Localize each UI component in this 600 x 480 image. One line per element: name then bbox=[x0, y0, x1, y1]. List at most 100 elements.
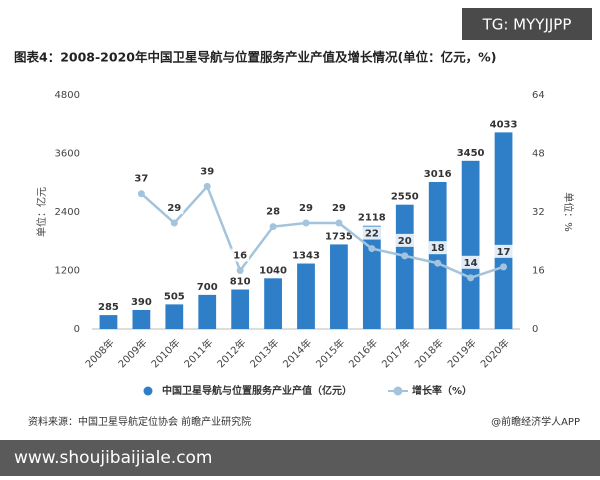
bar bbox=[165, 304, 184, 329]
bar bbox=[198, 294, 217, 329]
point-label-bg bbox=[297, 200, 315, 214]
legend-marker bbox=[143, 386, 153, 396]
point-label-bg bbox=[198, 164, 217, 178]
point-label-bg bbox=[428, 241, 447, 255]
x-tick-label: 2011年 bbox=[181, 336, 215, 370]
line-marker bbox=[368, 245, 376, 253]
point-label-bg bbox=[329, 200, 348, 214]
legend-marker bbox=[393, 386, 403, 396]
x-tick-label: 2012年 bbox=[214, 336, 248, 370]
bar-value-label: 700 bbox=[197, 282, 218, 293]
y-tick-label: 3600 bbox=[55, 149, 80, 160]
x-tick-label: 2008年 bbox=[82, 336, 116, 370]
line-marker bbox=[467, 274, 475, 282]
line-marker bbox=[269, 223, 277, 231]
bar-value-label: 4033 bbox=[490, 119, 518, 130]
point-value-label: 22 bbox=[365, 229, 379, 240]
point-label-bg bbox=[395, 233, 414, 247]
point-value-label: 18 bbox=[431, 243, 445, 254]
bar bbox=[99, 315, 118, 329]
point-label-bg bbox=[362, 226, 381, 240]
x-tick-label: 2010年 bbox=[148, 336, 182, 370]
bar bbox=[132, 309, 151, 329]
bar-value-label: 285 bbox=[98, 302, 119, 313]
chart-title: 图表4：2008-2020年中国卫星导航与位置服务产业产值及增长情况(单位：亿元… bbox=[14, 50, 496, 65]
point-label-bg bbox=[165, 200, 184, 214]
watermark-box bbox=[462, 8, 592, 40]
x-tick-label: 2019年 bbox=[445, 336, 479, 370]
bar-value-label: 3450 bbox=[457, 148, 485, 159]
x-tick-label: 2014年 bbox=[280, 336, 314, 370]
x-tick-label: 2015年 bbox=[313, 336, 347, 370]
bar bbox=[428, 181, 447, 329]
point-value-label: 28 bbox=[266, 207, 280, 218]
point-value-label: 20 bbox=[398, 236, 412, 247]
y2-axis-label: 单位：% bbox=[562, 192, 575, 232]
y-tick-label: 0 bbox=[74, 324, 80, 335]
y2-tick-label: 32 bbox=[532, 207, 545, 218]
bar bbox=[461, 160, 480, 329]
point-value-label: 16 bbox=[233, 251, 247, 262]
point-value-label: 29 bbox=[167, 203, 181, 214]
y-tick-label: 1200 bbox=[55, 266, 80, 277]
line-marker bbox=[302, 219, 310, 227]
y-tick-label: 4800 bbox=[55, 90, 80, 101]
watermark: TG: MYYJJPP bbox=[482, 16, 572, 34]
bar-value-label: 810 bbox=[230, 277, 251, 288]
point-value-label: 29 bbox=[299, 203, 313, 214]
bar-value-label: 2550 bbox=[391, 192, 419, 203]
line-marker bbox=[170, 219, 178, 227]
legend-label: 中国卫星导航与位置服务产业产值（亿元） bbox=[162, 384, 352, 397]
x-tick-label: 2016年 bbox=[346, 336, 380, 370]
y2-tick-label: 48 bbox=[532, 149, 545, 160]
credit: @前瞻经济学人APP bbox=[491, 415, 580, 428]
point-label-bg bbox=[494, 244, 513, 258]
bar-value-label: 1735 bbox=[325, 231, 353, 242]
line bbox=[140, 184, 504, 280]
legend-label: 增长率（%） bbox=[412, 384, 472, 397]
website-banner bbox=[0, 440, 600, 476]
y-tick-label: 2400 bbox=[55, 207, 80, 218]
y2-tick-label: 0 bbox=[532, 324, 538, 335]
x-tick-label: 2013年 bbox=[247, 336, 281, 370]
point-label-bg bbox=[231, 248, 250, 262]
point-label-bg bbox=[461, 255, 480, 269]
line-marker bbox=[335, 219, 343, 227]
point-label-bg bbox=[264, 204, 283, 218]
y-axis-label: 单位：亿元 bbox=[35, 187, 48, 237]
point-value-label: 29 bbox=[332, 203, 346, 214]
bar-value-label: 505 bbox=[164, 291, 185, 302]
point-value-label: 17 bbox=[497, 247, 511, 258]
bar-value-label: 1343 bbox=[292, 251, 320, 262]
y2-tick-label: 64 bbox=[532, 90, 545, 101]
x-tick-label: 2009年 bbox=[115, 336, 149, 370]
point-value-label: 39 bbox=[200, 166, 214, 177]
bar-value-label: 1040 bbox=[259, 265, 287, 276]
line-marker bbox=[203, 182, 211, 190]
website: www.shoujibaijiale.com bbox=[14, 448, 213, 468]
line-marker bbox=[236, 267, 244, 274]
y2-tick-label: 16 bbox=[532, 266, 545, 277]
x-tick-label: 2020年 bbox=[478, 336, 512, 370]
bar bbox=[264, 278, 282, 329]
x-tick-label: 2017年 bbox=[379, 336, 413, 370]
bar-value-label: 2118 bbox=[358, 213, 386, 224]
x-tick-label: 2018年 bbox=[412, 336, 446, 370]
bar bbox=[231, 289, 250, 329]
bar bbox=[330, 244, 348, 329]
bar bbox=[297, 263, 315, 329]
bar-value-label: 390 bbox=[131, 297, 152, 308]
line-marker bbox=[401, 252, 409, 260]
bar-value-label: 3016 bbox=[424, 169, 452, 180]
line-marker bbox=[500, 263, 508, 271]
point-value-label: 37 bbox=[134, 174, 148, 185]
bar bbox=[362, 225, 381, 329]
source: 资料来源：中国卫星导航定位协会 前瞻产业研究院 bbox=[28, 415, 251, 428]
point-label-bg bbox=[132, 171, 151, 185]
bar bbox=[494, 132, 513, 329]
point-value-label: 14 bbox=[464, 258, 478, 269]
line-marker bbox=[137, 190, 145, 198]
line-marker bbox=[434, 259, 442, 267]
bar bbox=[395, 204, 414, 329]
